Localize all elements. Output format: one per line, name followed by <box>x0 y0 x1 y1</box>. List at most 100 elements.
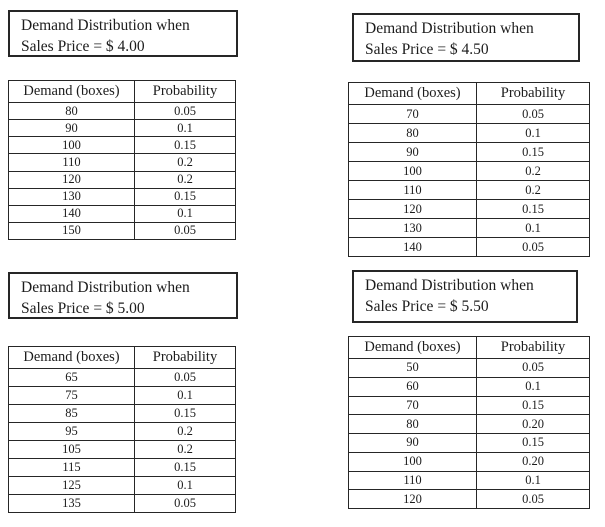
table-row: 105 0.2 <box>8 440 236 459</box>
distribution-title-box: Demand Distribution when Sales Price = $… <box>352 13 580 62</box>
probability-cell: 0.2 <box>134 170 236 189</box>
probability-cell: 0.20 <box>476 414 590 434</box>
probability-cell: 0.1 <box>476 123 590 143</box>
title-line-1: Demand Distribution when <box>365 20 534 37</box>
table-header-row: Demand (boxes) Probability <box>8 80 236 103</box>
title-line-2: Sales Price = $ 4.00 <box>21 38 145 55</box>
table-row: 100 0.15 <box>8 136 236 155</box>
table-row: 80 0.20 <box>348 414 590 434</box>
demand-cell: 60 <box>348 376 477 397</box>
probability-column-header: Probability <box>476 82 590 105</box>
table-row: 50 0.05 <box>348 358 590 378</box>
probability-cell: 0.1 <box>134 476 236 495</box>
demand-cell: 135 <box>8 494 135 513</box>
probability-cell: 0.15 <box>134 458 236 477</box>
table-row: 65 0.05 <box>8 368 236 387</box>
probability-cell: 0.1 <box>476 376 590 397</box>
probability-cell: 0.20 <box>476 451 590 472</box>
probability-cell: 0.15 <box>476 433 590 453</box>
demand-cell: 120 <box>348 199 477 219</box>
table-row: 90 0.1 <box>8 119 236 138</box>
demand-cell: 80 <box>8 101 135 121</box>
table-row: 60 0.1 <box>348 376 590 397</box>
demand-cell: 50 <box>348 358 477 378</box>
probability-cell: 0.15 <box>476 395 590 416</box>
table-row: 80 0.05 <box>8 101 236 121</box>
table-header-row: Demand (boxes) Probability <box>348 82 590 105</box>
demand-distribution-table: Demand (boxes) Probability 50 0.05 60 0.… <box>348 336 590 509</box>
probability-cell: 0.2 <box>134 153 236 172</box>
table-row: 90 0.15 <box>348 433 590 453</box>
table-row: 120 0.05 <box>348 489 590 509</box>
demand-column-header: Demand (boxes) <box>348 82 477 105</box>
demand-cell: 75 <box>8 386 135 405</box>
demand-column-header: Demand (boxes) <box>348 336 477 359</box>
demand-cell: 110 <box>8 153 135 172</box>
table-row: 135 0.05 <box>8 494 236 513</box>
probability-cell: 0.1 <box>134 204 236 223</box>
table-header-row: Demand (boxes) Probability <box>8 346 236 369</box>
demand-distribution-table: Demand (boxes) Probability 80 0.05 90 0.… <box>8 80 236 241</box>
probability-cell: 0.1 <box>476 218 590 238</box>
demand-cell: 90 <box>348 142 477 162</box>
title-line-2: Sales Price = $ 5.50 <box>365 298 489 315</box>
demand-cell: 115 <box>8 458 135 477</box>
probability-column-header: Probability <box>134 346 236 369</box>
demand-cell: 140 <box>8 204 135 223</box>
demand-cell: 100 <box>348 161 477 181</box>
demand-cell: 85 <box>8 404 135 423</box>
probability-cell: 0.1 <box>134 119 236 138</box>
probability-cell: 0.1 <box>134 386 236 405</box>
demand-column-header: Demand (boxes) <box>8 346 135 369</box>
demand-cell: 95 <box>8 422 135 441</box>
demand-distribution-table: Demand (boxes) Probability 65 0.05 75 0.… <box>8 346 236 513</box>
demand-cell: 100 <box>348 451 477 472</box>
table-row: 110 0.1 <box>348 470 590 491</box>
probability-column-header: Probability <box>476 336 590 359</box>
table-row: 90 0.15 <box>348 142 590 162</box>
probability-cell: 0.05 <box>134 221 236 241</box>
probability-cell: 0.05 <box>476 237 590 257</box>
probability-cell: 0.15 <box>134 136 236 155</box>
table-row: 110 0.2 <box>348 180 590 200</box>
demand-cell: 130 <box>348 218 477 238</box>
probability-cell: 0.2 <box>134 440 236 459</box>
table-row: 120 0.15 <box>348 199 590 219</box>
table-header-row: Demand (boxes) Probability <box>348 336 590 359</box>
probability-cell: 0.05 <box>134 101 236 121</box>
probability-cell: 0.2 <box>134 422 236 441</box>
demand-cell: 65 <box>8 368 135 387</box>
demand-cell: 90 <box>348 433 477 453</box>
probability-cell: 0.05 <box>134 368 236 387</box>
table-row: 130 0.15 <box>8 187 236 206</box>
table-row: 100 0.2 <box>348 161 590 181</box>
title-line-2: Sales Price = $ 5.00 <box>21 300 145 317</box>
table-row: 75 0.1 <box>8 386 236 405</box>
table-row: 125 0.1 <box>8 476 236 495</box>
table-row: 100 0.20 <box>348 451 590 472</box>
table-row: 85 0.15 <box>8 404 236 423</box>
title-line-1: Demand Distribution when <box>21 17 190 34</box>
distribution-title-box: Demand Distribution when Sales Price = $… <box>352 270 578 323</box>
demand-cell: 125 <box>8 476 135 495</box>
demand-cell: 110 <box>348 470 477 491</box>
demand-cell: 80 <box>348 123 477 143</box>
demand-cell: 70 <box>348 395 477 416</box>
demand-cell: 130 <box>8 187 135 206</box>
probability-cell: 0.05 <box>134 494 236 513</box>
demand-cell: 150 <box>8 221 135 241</box>
demand-cell: 90 <box>8 119 135 138</box>
demand-cell: 70 <box>348 104 477 124</box>
probability-cell: 0.1 <box>476 470 590 491</box>
probability-cell: 0.15 <box>476 142 590 162</box>
title-line-2: Sales Price = $ 4.50 <box>365 41 489 58</box>
title-line-1: Demand Distribution when <box>365 277 534 294</box>
table-row: 120 0.2 <box>8 170 236 189</box>
probability-column-header: Probability <box>134 80 236 103</box>
title-line-1: Demand Distribution when <box>21 279 190 296</box>
probability-cell: 0.05 <box>476 104 590 124</box>
probability-cell: 0.15 <box>134 404 236 423</box>
distribution-title-box: Demand Distribution when Sales Price = $… <box>8 10 238 57</box>
demand-cell: 140 <box>348 237 477 257</box>
